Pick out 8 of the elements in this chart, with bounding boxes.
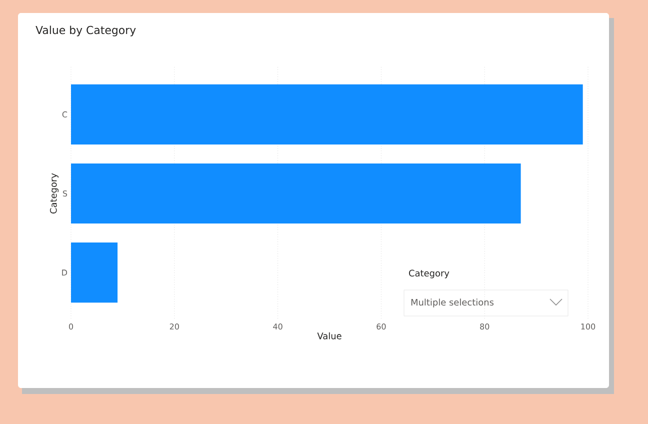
chart-title: Value by Category <box>36 26 136 36</box>
x-axis-title: Value <box>317 332 342 340</box>
bar <box>71 163 521 224</box>
annotation: Multiple selections <box>411 298 494 308</box>
bar <box>71 242 118 303</box>
y-axis-title: Category <box>50 173 58 214</box>
annotation: Category <box>409 270 450 278</box>
bar <box>71 84 583 144</box>
